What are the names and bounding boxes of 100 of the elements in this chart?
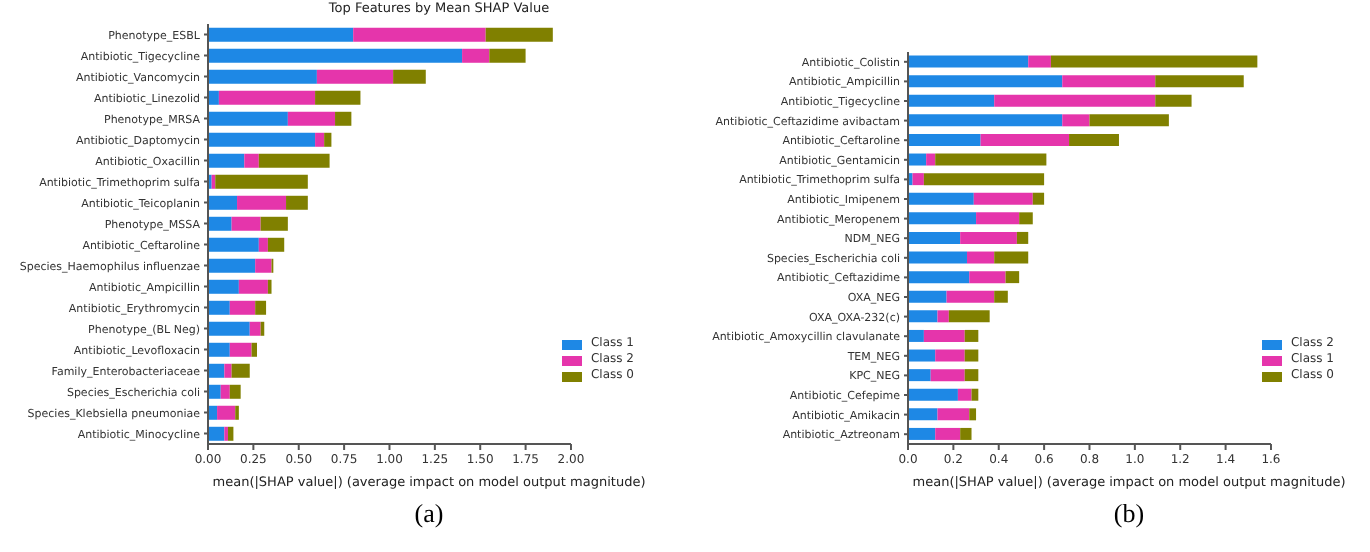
- bar: [208, 363, 225, 378]
- bar: [976, 212, 1020, 225]
- bar: [908, 427, 936, 440]
- bar: [1069, 133, 1119, 146]
- bar: [208, 279, 239, 294]
- bar: [908, 212, 977, 225]
- bar: [208, 90, 219, 105]
- bar: [1016, 231, 1029, 244]
- bar: [231, 216, 261, 231]
- bar: [208, 342, 230, 357]
- bar: [923, 329, 965, 342]
- bar: [208, 153, 245, 168]
- bar: [948, 310, 990, 323]
- bar: [485, 27, 553, 42]
- bar: [229, 300, 256, 315]
- bar: [994, 94, 1156, 107]
- bar: [260, 216, 288, 231]
- bar: [237, 195, 287, 210]
- bar: [930, 369, 965, 382]
- bar: [208, 48, 463, 63]
- bar: [208, 27, 354, 42]
- bar: [1028, 55, 1051, 68]
- bar: [966, 251, 995, 264]
- bar: [229, 384, 241, 399]
- bar: [462, 48, 490, 63]
- bar: [208, 300, 230, 315]
- bar: [255, 258, 272, 273]
- bar: [908, 329, 924, 342]
- bar: [908, 310, 938, 323]
- bar: [980, 133, 1070, 146]
- bar: [489, 48, 526, 63]
- bar: [208, 195, 238, 210]
- bar: [1062, 114, 1090, 127]
- bar: [217, 405, 236, 420]
- bar: [935, 349, 965, 362]
- bar: [908, 349, 936, 362]
- bar: [973, 192, 1033, 205]
- bar: [908, 231, 961, 244]
- bar: [324, 132, 332, 147]
- bar: [231, 363, 250, 378]
- bar: [238, 279, 268, 294]
- bar: [251, 342, 257, 357]
- bar: [1005, 271, 1020, 284]
- bar: [1050, 55, 1258, 68]
- bar: [224, 363, 232, 378]
- bar: [208, 237, 259, 252]
- bar: [220, 384, 230, 399]
- bar: [994, 251, 1029, 264]
- bar: [258, 237, 268, 252]
- bar: [926, 153, 936, 166]
- bar: [908, 290, 947, 303]
- bar: [315, 90, 361, 105]
- bar: [908, 271, 970, 284]
- bar: [908, 55, 1029, 68]
- bar: [960, 231, 1017, 244]
- bar: [208, 132, 316, 147]
- bar: [249, 321, 261, 336]
- bar: [908, 133, 981, 146]
- bar: [208, 321, 250, 336]
- bar: [1089, 114, 1169, 127]
- bar: [208, 216, 232, 231]
- bar: [969, 408, 977, 421]
- bar: [208, 69, 317, 84]
- bar: [964, 329, 979, 342]
- bar: [1032, 192, 1045, 205]
- bar: [218, 90, 316, 105]
- bar: [393, 69, 426, 84]
- bar: [1019, 212, 1033, 225]
- bar: [208, 384, 221, 399]
- bar: [908, 369, 931, 382]
- bar: [994, 290, 1008, 303]
- bar: [964, 349, 979, 362]
- bar: [1062, 75, 1156, 88]
- bar: [286, 195, 308, 210]
- bar: [315, 132, 325, 147]
- bar: [969, 271, 1006, 284]
- bar: [227, 426, 234, 441]
- bar: [960, 427, 972, 440]
- bar: [964, 369, 979, 382]
- bar: [923, 173, 1045, 186]
- bar: [908, 114, 1063, 127]
- bar: [1155, 94, 1192, 107]
- bar: [908, 153, 927, 166]
- bar: [912, 173, 924, 186]
- bar: [1155, 75, 1244, 88]
- bar: [316, 69, 394, 84]
- bar: [353, 27, 486, 42]
- bar: [957, 388, 972, 401]
- bar: [208, 426, 225, 441]
- text: (b): [1111, 498, 1147, 530]
- bar: [908, 192, 974, 205]
- bar: [937, 310, 949, 323]
- bar: [258, 153, 330, 168]
- bar: [208, 111, 288, 126]
- bar: [935, 427, 961, 440]
- bar: [255, 300, 267, 315]
- bar: [935, 153, 1047, 166]
- bar: [908, 251, 967, 264]
- bar: [215, 174, 308, 189]
- bar: [908, 75, 1063, 88]
